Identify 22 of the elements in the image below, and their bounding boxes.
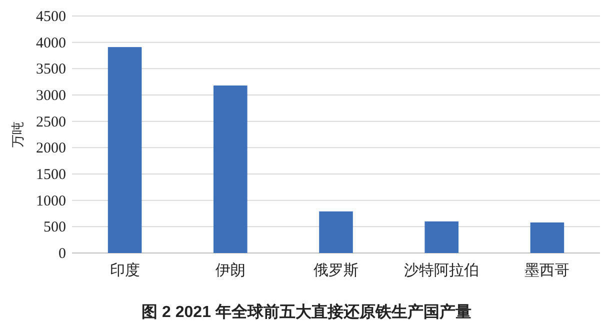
y-tick-label: 1000	[36, 193, 66, 210]
y-tick-label: 4500	[36, 9, 66, 25]
bar	[108, 47, 142, 253]
y-tick-label: 2000	[36, 140, 66, 157]
y-axis-title: 万吨	[10, 122, 25, 148]
x-tick-label: 墨西哥	[524, 263, 570, 279]
y-tick-label: 3000	[36, 88, 66, 104]
y-tick-label: 1500	[36, 167, 66, 183]
text: 图 2 2021 年全球前五大直接还原铁生产国产量	[142, 303, 472, 321]
bar	[424, 221, 458, 253]
bar	[319, 211, 353, 253]
bar	[214, 86, 248, 253]
y-tick-label: 4000	[36, 35, 66, 52]
x-tick-label: 伊朗	[215, 262, 246, 279]
x-tick-label: 印度	[110, 262, 140, 279]
y-tick-label: 2500	[36, 114, 66, 130]
bar	[530, 222, 564, 253]
x-tick-label: 沙特阿拉伯	[404, 262, 480, 279]
y-tick-label: 500	[44, 220, 66, 236]
y-tick-label: 3500	[36, 62, 66, 78]
x-tick-label: 俄罗斯	[314, 262, 358, 279]
y-tick-label: 0	[58, 246, 66, 262]
